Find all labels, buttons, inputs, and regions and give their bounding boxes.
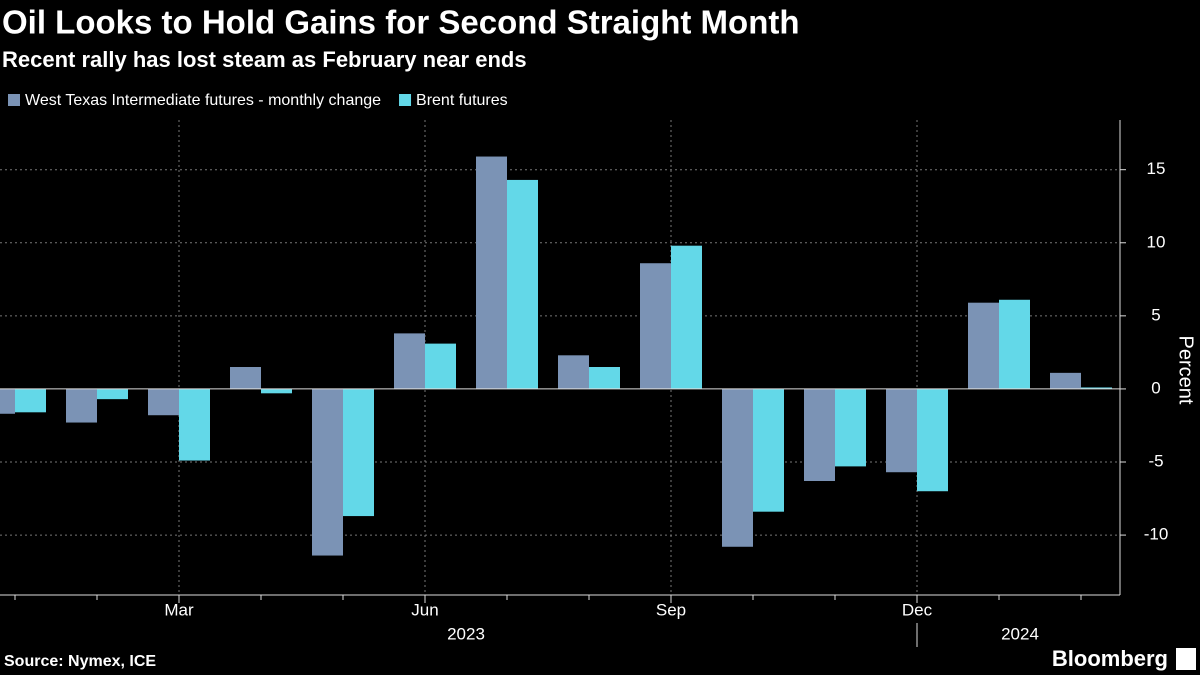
bar (886, 388, 917, 473)
chart-subtitle: Recent rally has lost steam as February … (2, 47, 527, 72)
bar (343, 388, 374, 517)
bar (722, 388, 753, 547)
y-tick-label: -10 (1144, 525, 1169, 544)
y-axis-label: Percent (1175, 336, 1197, 405)
brand: Bloomberg (1052, 646, 1168, 671)
bar (0, 388, 15, 414)
legend-swatch (399, 94, 412, 106)
bar (179, 388, 210, 461)
bar (476, 156, 507, 389)
x-tick-label: Dec (902, 600, 933, 619)
x-tick-label: Sep (656, 600, 686, 619)
bar (589, 367, 620, 389)
bar (1050, 372, 1081, 389)
y-tick-label: 5 (1151, 305, 1160, 324)
bar (917, 388, 948, 492)
year-label: 2024 (1001, 624, 1039, 643)
brand-icon (1176, 648, 1196, 670)
legend-label: West Texas Intermediate futures - monthl… (25, 92, 381, 109)
bar (312, 388, 343, 556)
source: Source: Nymex, ICE (4, 653, 156, 670)
bar (753, 388, 784, 512)
bar (968, 302, 999, 389)
bar (425, 343, 456, 389)
bar (148, 388, 179, 416)
bar (671, 245, 702, 389)
bar (640, 263, 671, 389)
y-tick-label: 15 (1147, 159, 1166, 178)
bar (507, 179, 538, 389)
y-tick-label: 10 (1147, 232, 1166, 251)
bar (230, 367, 261, 389)
chart-title: Oil Looks to Hold Gains for Second Strai… (2, 4, 800, 41)
bar (835, 388, 866, 467)
x-tick-label: Mar (164, 600, 194, 619)
legend-label: Brent futures (416, 92, 508, 109)
bar (558, 355, 589, 389)
x-tick-label: Jun (411, 600, 438, 619)
bar (804, 388, 835, 481)
bar (1081, 387, 1112, 389)
legend-swatch (8, 94, 20, 106)
bar (66, 388, 97, 423)
bar (394, 333, 425, 389)
bar (15, 388, 46, 413)
bar (999, 299, 1030, 389)
y-tick-label: -5 (1148, 451, 1163, 470)
y-tick-label: 0 (1151, 378, 1160, 397)
year-label: 2023 (447, 624, 485, 643)
bar (261, 388, 292, 394)
bar (97, 388, 128, 400)
